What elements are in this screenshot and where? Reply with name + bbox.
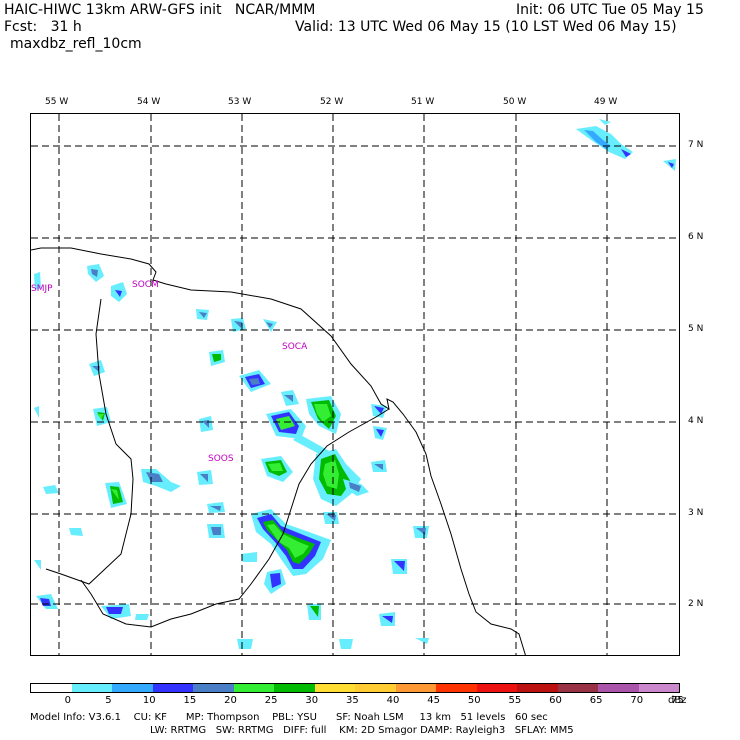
colorbar-swatch — [274, 684, 315, 692]
colorbar-swatch — [476, 684, 517, 692]
model-info-line2: LW: RRTMG SW: RRTMG DIFF: full KM: 2D Sm… — [150, 725, 574, 736]
colorbar-swatch — [638, 684, 679, 692]
lon-label: 53 W — [228, 97, 252, 107]
lon-label: 51 W — [411, 97, 435, 107]
model-title: HAIC-HIWC 13km ARW-GFS init NCAR/MMM — [4, 2, 316, 18]
colorbar-swatch — [152, 684, 193, 692]
graticule — [31, 114, 679, 655]
coastline — [31, 247, 526, 655]
reflectivity-field — [34, 119, 676, 649]
colorbar-level-label: 75 — [671, 695, 684, 706]
colorbar-swatch — [436, 684, 477, 692]
lat-label: 7 N — [688, 140, 704, 150]
lat-label: 3 N — [688, 508, 704, 518]
colorbar-level-label: 35 — [346, 695, 359, 706]
colorbar-level-label: 60 — [549, 695, 562, 706]
colorbar-level-label: 0 — [64, 695, 71, 706]
colorbar-swatch — [71, 684, 112, 692]
colorbar-swatch — [31, 684, 72, 692]
colorbar-level-label: 25 — [264, 695, 278, 706]
colorbar-unit: dBz — [668, 695, 687, 706]
colorbar-level-label: 45 — [427, 695, 440, 706]
forecast-hour: Fcst: 31 h — [4, 19, 82, 35]
field-name: maxdbz_refl_10cm — [10, 36, 142, 52]
valid-time: Valid: 13 UTC Wed 06 May 15 (10 LST Wed … — [295, 19, 677, 35]
colorbar-level-label: 65 — [589, 695, 603, 706]
colorbar-level-label: 40 — [386, 695, 400, 706]
colorbar-swatch — [517, 684, 558, 692]
colorbar-swatch — [112, 684, 153, 692]
colorbar — [30, 683, 680, 693]
lon-label: 55 W — [45, 97, 69, 107]
station-label: SOCM — [132, 280, 159, 290]
colorbar-swatch — [557, 684, 598, 692]
colorbar-swatch — [395, 684, 436, 692]
lon-label: 49 W — [594, 97, 618, 107]
init-time: Init: 06 UTC Tue 05 May 15 — [516, 2, 704, 18]
lat-label: 5 N — [688, 324, 704, 334]
colorbar-level-label: 70 — [630, 695, 644, 706]
colorbar-level-label: 55 — [508, 695, 522, 706]
colorbar-swatch — [598, 684, 639, 692]
colorbar-swatch — [355, 684, 396, 692]
station-label: SOOS — [208, 454, 234, 464]
colorbar-swatch — [193, 684, 234, 692]
lon-label: 52 W — [320, 97, 344, 107]
lon-label: 54 W — [137, 97, 161, 107]
map-canvas — [31, 114, 679, 655]
colorbar-level-label: 5 — [105, 695, 112, 706]
colorbar-level-label: 50 — [467, 695, 481, 706]
colorbar-level-label: 30 — [305, 695, 319, 706]
lat-label: 6 N — [688, 232, 704, 242]
colorbar-swatch — [233, 684, 274, 692]
colorbar-level-label: 15 — [183, 695, 197, 706]
colorbar-level-label: 10 — [142, 695, 156, 706]
station-label: SOCA — [282, 342, 308, 352]
model-info-line1: Model Info: V3.6.1 CU: KF MP: Thompson P… — [30, 712, 548, 723]
lat-label: 4 N — [688, 416, 704, 426]
lon-label: 50 W — [503, 97, 527, 107]
lat-label: 2 N — [688, 599, 704, 609]
colorbar-swatch — [314, 684, 355, 692]
map-panel: SMJP SOCM SOCA SOOS — [30, 113, 680, 656]
colorbar-level-label: 20 — [224, 695, 237, 706]
station-label: SMJP — [31, 284, 53, 294]
